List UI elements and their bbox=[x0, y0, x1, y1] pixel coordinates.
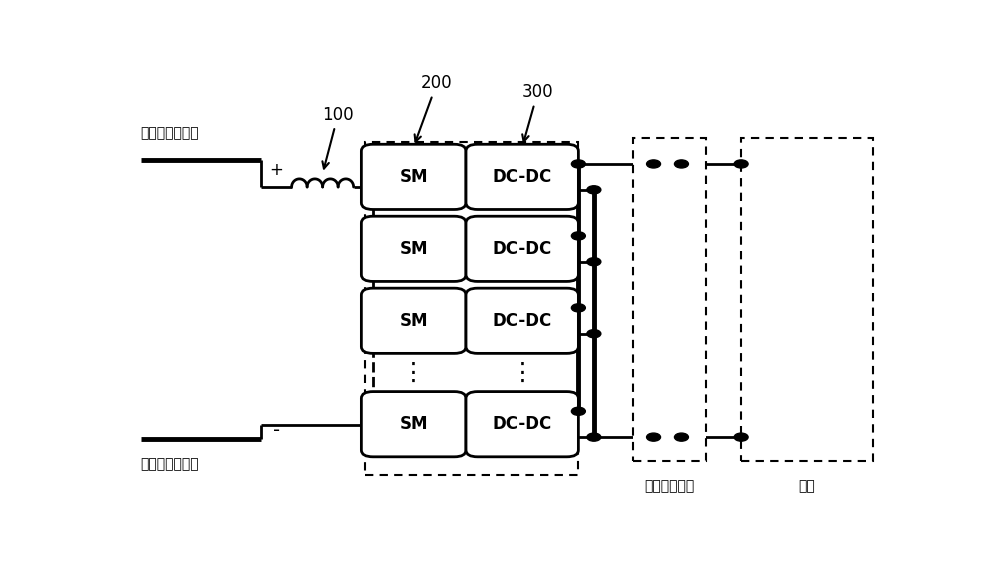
FancyBboxPatch shape bbox=[466, 392, 578, 457]
Text: DC-DC: DC-DC bbox=[493, 415, 552, 433]
Text: 中压直流电网正: 中压直流电网正 bbox=[140, 126, 199, 140]
Text: 300: 300 bbox=[522, 83, 554, 141]
Circle shape bbox=[571, 304, 585, 312]
Text: 低压直流电网: 低压直流电网 bbox=[644, 479, 695, 493]
Circle shape bbox=[674, 433, 688, 441]
Text: 中压直流电网负: 中压直流电网负 bbox=[140, 457, 199, 471]
Text: DC-DC: DC-DC bbox=[493, 312, 552, 330]
Circle shape bbox=[734, 433, 748, 441]
Circle shape bbox=[674, 160, 688, 168]
Text: SM: SM bbox=[399, 312, 428, 330]
Text: SM: SM bbox=[399, 168, 428, 186]
Circle shape bbox=[571, 232, 585, 240]
Text: 100: 100 bbox=[322, 106, 354, 169]
Text: -: - bbox=[273, 421, 280, 440]
Bar bbox=[365, 142, 578, 475]
FancyBboxPatch shape bbox=[466, 216, 578, 281]
Circle shape bbox=[571, 407, 585, 415]
Text: 负载: 负载 bbox=[799, 479, 815, 493]
Text: DC-DC: DC-DC bbox=[493, 168, 552, 186]
Text: 200: 200 bbox=[415, 74, 453, 142]
Text: ⋮: ⋮ bbox=[401, 360, 426, 384]
Circle shape bbox=[647, 160, 661, 168]
Text: DC-DC: DC-DC bbox=[493, 240, 552, 258]
Text: SM: SM bbox=[399, 415, 428, 433]
Circle shape bbox=[587, 433, 601, 441]
Circle shape bbox=[587, 258, 601, 266]
FancyBboxPatch shape bbox=[466, 144, 578, 210]
FancyBboxPatch shape bbox=[361, 392, 466, 457]
Circle shape bbox=[587, 329, 601, 338]
Bar bbox=[633, 138, 706, 461]
Text: ⋮: ⋮ bbox=[510, 360, 535, 384]
Circle shape bbox=[571, 160, 585, 168]
FancyBboxPatch shape bbox=[466, 288, 578, 353]
FancyBboxPatch shape bbox=[361, 216, 466, 281]
Text: +: + bbox=[269, 161, 283, 179]
Circle shape bbox=[734, 160, 748, 168]
Circle shape bbox=[587, 186, 601, 194]
FancyBboxPatch shape bbox=[361, 288, 466, 353]
Circle shape bbox=[647, 433, 661, 441]
Text: SM: SM bbox=[399, 240, 428, 258]
FancyBboxPatch shape bbox=[361, 144, 466, 210]
Bar bbox=[741, 138, 873, 461]
